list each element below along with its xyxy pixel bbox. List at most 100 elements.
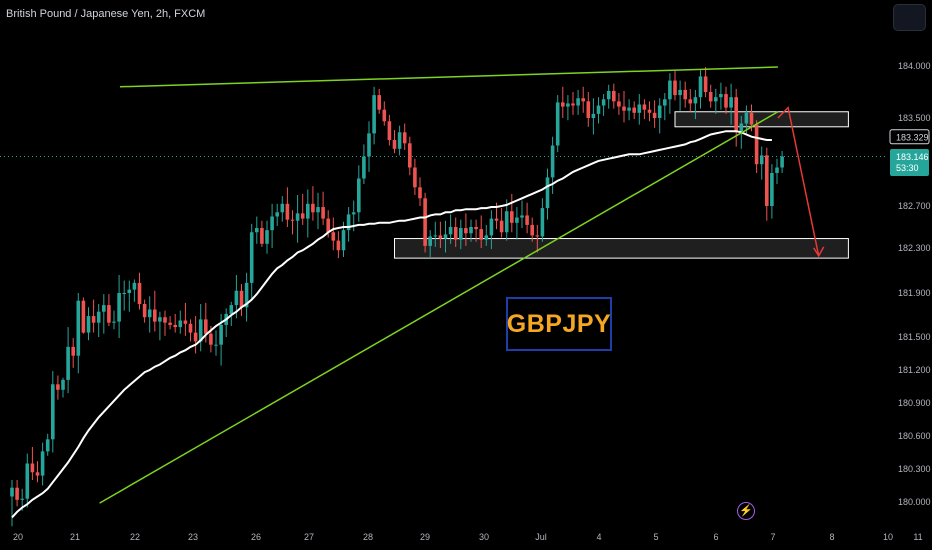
x-tick-label: 22	[130, 532, 140, 542]
candle-body	[637, 104, 642, 113]
x-tick-label: Jul	[535, 532, 547, 542]
price-tag-current	[890, 148, 929, 176]
candle-body	[260, 228, 264, 244]
candle-body	[351, 212, 356, 215]
candle-body	[35, 472, 40, 476]
candle-body	[280, 203, 285, 213]
candle-body	[204, 319, 208, 334]
candle-body	[76, 300, 81, 356]
x-tick-label: 27	[304, 532, 314, 542]
y-tick-label: 180.300	[898, 464, 931, 474]
candle-body	[596, 105, 601, 114]
candle-body	[729, 97, 733, 108]
candle-body	[326, 218, 330, 233]
x-tick-label: 7	[770, 532, 775, 542]
candle-body	[382, 109, 387, 122]
x-tick-label: 10	[883, 532, 893, 542]
candle-body	[306, 203, 310, 219]
candle-body	[464, 228, 468, 234]
candle-body	[66, 346, 70, 380]
candle-body	[438, 235, 443, 239]
candle-body	[657, 105, 662, 118]
candle-body	[30, 463, 35, 473]
layout-button[interactable]	[893, 4, 926, 31]
candle-body	[780, 156, 784, 168]
candle-body	[515, 217, 519, 223]
x-tick-label: 11	[913, 532, 922, 542]
lightning-icon[interactable]: ⚡	[737, 502, 755, 520]
x-tick-label: 30	[479, 532, 489, 542]
candle-body	[362, 156, 366, 179]
candle-body	[402, 132, 407, 144]
candle-body	[617, 101, 621, 107]
candle-body	[499, 220, 504, 233]
symbol-watermark: GBPJPY	[506, 297, 612, 351]
candle-body	[188, 323, 193, 333]
candle-body	[601, 99, 606, 106]
zone-box-0[interactable]	[674, 111, 849, 128]
candle-body	[193, 332, 198, 342]
candle-body	[249, 232, 254, 283]
y-tick-label: 181.900	[898, 288, 931, 298]
candle-body	[214, 344, 218, 346]
candle-body	[443, 234, 448, 239]
candle-body	[606, 90, 611, 100]
candle-body	[147, 309, 152, 318]
candle-body	[678, 89, 682, 96]
candle-body	[51, 384, 55, 440]
price-tag-outline	[889, 129, 930, 145]
candle-body	[122, 293, 126, 294]
price-tag-current-text: 183.146	[896, 152, 929, 162]
candle-body	[448, 227, 453, 235]
candle-body	[255, 228, 259, 233]
candle-body	[132, 282, 137, 290]
candle-body	[137, 282, 142, 304]
candle-body	[178, 320, 183, 328]
candle-body	[20, 498, 24, 500]
candle-body	[540, 208, 545, 237]
candle-body	[275, 212, 279, 217]
candle-body	[423, 198, 427, 246]
y-tick-label: 180.900	[898, 398, 931, 408]
candle-body	[724, 94, 728, 108]
candle-body	[300, 213, 305, 219]
candle-body	[331, 232, 336, 241]
candle-body	[525, 215, 529, 225]
candle-body	[142, 304, 147, 318]
candle-body	[163, 317, 167, 323]
candle-body	[295, 213, 300, 221]
candle-body	[61, 379, 65, 390]
candle-body	[698, 76, 703, 98]
candle-body	[550, 145, 555, 178]
candle-body	[484, 235, 489, 240]
candle-body	[158, 317, 162, 322]
trendline-1[interactable]	[99, 111, 779, 504]
candle-body	[535, 235, 540, 237]
candle-body	[632, 107, 636, 113]
candle-body	[555, 102, 560, 146]
candle-body	[566, 103, 570, 107]
candle-body	[673, 80, 677, 96]
candle-body	[765, 155, 769, 206]
candle-body	[693, 97, 698, 104]
candle-body	[754, 124, 759, 165]
candle-body	[183, 320, 188, 324]
trendline-0[interactable]	[119, 66, 778, 88]
candles	[10, 67, 784, 527]
candle-body	[622, 106, 626, 111]
projection-arrow[interactable]	[777, 106, 820, 257]
x-tick-label: 21	[70, 532, 80, 542]
candle-body	[10, 487, 14, 497]
candle-body	[234, 290, 239, 306]
candle-body	[627, 107, 631, 111]
candle-body	[45, 439, 50, 452]
zone-box-1[interactable]	[394, 238, 849, 259]
candle-body	[571, 103, 575, 106]
x-tick-label: 23	[188, 532, 198, 542]
y-tick-label: 180.000	[898, 497, 931, 507]
candle-body	[311, 203, 315, 213]
y-tick-label: 183.500	[898, 113, 931, 123]
y-tick-label: 180.600	[898, 431, 931, 441]
